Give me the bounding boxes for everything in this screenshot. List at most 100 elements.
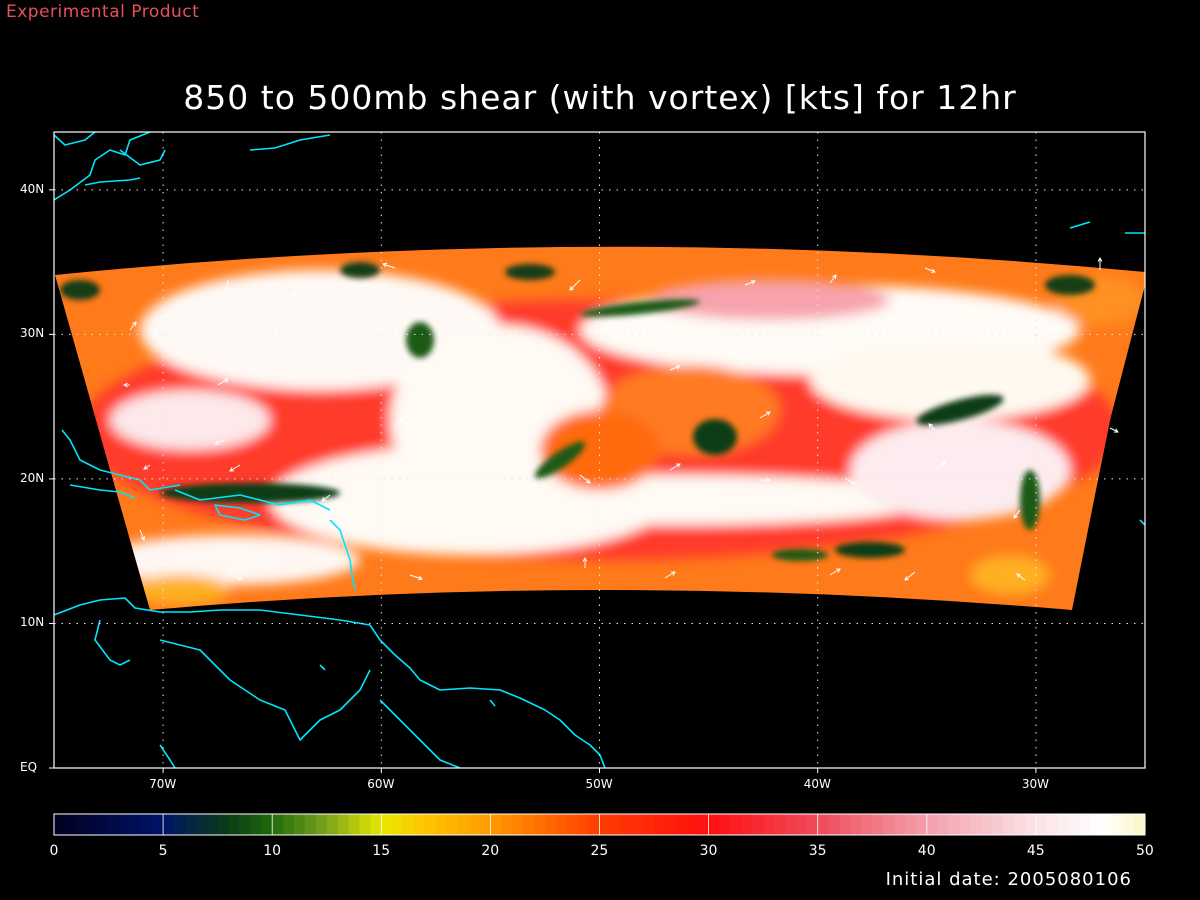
colorbar-swatch (981, 814, 993, 835)
colorbar-swatch (828, 814, 841, 835)
colorbar-swatch (457, 814, 470, 835)
colorbar-swatch (217, 814, 230, 835)
colorbar-swatch (479, 814, 491, 835)
wind-vector-arrow (1013, 509, 1021, 519)
colorbar-swatch (501, 814, 513, 835)
colorbar-tick-label: 0 (49, 843, 59, 859)
lon-tick-label: 50W (585, 777, 613, 791)
colorbar-swatch (904, 814, 917, 835)
colorbar-swatch (512, 814, 524, 835)
lon-tick-label: 60W (367, 777, 395, 791)
colorbar-swatch (926, 814, 939, 835)
colorbar-swatch (184, 814, 197, 835)
wind-vector-arrow (744, 280, 756, 286)
wind-vector-arrow (471, 458, 481, 466)
colorbar-tick-label: 30 (699, 843, 718, 859)
colorbar-swatch (1123, 814, 1135, 835)
colorbar-swatch (774, 814, 786, 835)
colorbar-swatch (806, 814, 819, 835)
lat-tick-label: EQ (20, 760, 38, 774)
colorbar-swatch (599, 814, 611, 835)
wind-vector-arrow (904, 571, 916, 581)
colorbar-swatch (1035, 814, 1048, 835)
wind-vector-arrow (829, 568, 841, 576)
colorbar-tick-label: 35 (808, 843, 827, 859)
colorbar-swatch (130, 814, 142, 835)
wind-vector-arrow (669, 365, 681, 371)
shear-field (55, 246, 1145, 610)
wind-vector-arrow (760, 477, 772, 483)
colorbar-swatch (414, 814, 426, 835)
wind-vector-arrow (214, 439, 226, 445)
colorbar-swatch (337, 814, 350, 835)
colorbar-swatch (566, 814, 579, 835)
colorbar-swatch (697, 814, 710, 835)
wind-vector-arrow (403, 376, 411, 386)
wind-vector-arrow (224, 279, 229, 294)
colorbar-swatch (1068, 814, 1081, 835)
wind-vector-arrow (759, 411, 771, 419)
colorbar-tick-label: 40 (917, 843, 936, 859)
colorbar-swatch (468, 814, 480, 835)
wind-vector-arrow (669, 463, 681, 471)
colorbar-swatch (534, 814, 546, 835)
colorbar-swatch (719, 814, 731, 835)
colorbar-swatch (1090, 814, 1102, 835)
colorbar-swatch (1024, 814, 1037, 835)
wind-vector-arrow (394, 418, 404, 426)
initial-date: Initial date: 2005080106 (885, 869, 1132, 890)
colorbar-swatch (261, 814, 273, 835)
wind-vector-arrow (129, 321, 137, 331)
colorbar-swatch (675, 814, 688, 835)
colorbar-tick-label: 15 (372, 843, 391, 859)
colorbar-tick-label: 45 (1026, 843, 1045, 859)
wind-vector-arrow (321, 494, 331, 502)
colorbar-tick-label: 10 (263, 843, 282, 859)
wind-vector-arrow (217, 378, 229, 386)
wind-vector-arrow (829, 274, 837, 284)
colorbar-swatch (108, 814, 120, 835)
lat-tick-label: 40N (20, 181, 45, 196)
colorbar-swatch (555, 814, 568, 835)
colorbar-swatch (348, 814, 360, 835)
colorbar-swatch (752, 814, 764, 835)
wind-vector-arrow (382, 262, 396, 269)
colorbar-swatch (632, 814, 644, 835)
colorbar-swatch (239, 814, 251, 835)
wind-vector-arrow (1097, 256, 1103, 270)
colorbar-swatch (763, 814, 775, 835)
colorbar-swatch (730, 814, 742, 835)
lon-tick-label: 70W (149, 777, 177, 791)
colorbar-swatch (490, 814, 502, 835)
wind-vector-arrow (229, 464, 241, 472)
colorbar-swatch (784, 814, 797, 835)
colorbar-swatch (872, 814, 884, 835)
colorbar-swatch (959, 814, 971, 835)
colorbar-swatch (381, 814, 393, 835)
colorbar-swatch (1101, 814, 1113, 835)
colorbar-swatch (435, 814, 448, 835)
wind-vector-arrow (1044, 378, 1054, 386)
colorbar-swatch (370, 814, 382, 835)
experimental-product-label: Experimental Product (6, 2, 200, 22)
colorbar-swatch (75, 814, 88, 835)
colorbar-tick-label: 25 (590, 843, 609, 859)
wind-vector-arrow (139, 529, 145, 541)
colorbar-swatch (304, 814, 317, 835)
colorbar-swatch (283, 814, 295, 835)
colorbar-swatch (119, 814, 131, 835)
colorbar-swatch (664, 814, 677, 835)
wind-vector-arrow (934, 461, 946, 471)
colorbar-tick-label: 50 (1136, 843, 1154, 859)
wind-vector-arrow (924, 267, 936, 273)
wind-vector-arrow (409, 574, 423, 581)
wind-vector-arrow (291, 289, 301, 297)
colorbar-swatch (294, 814, 306, 835)
colorbar-swatch (894, 814, 906, 835)
colorbar-swatch (174, 814, 186, 835)
colorbar-swatch (1046, 814, 1059, 835)
colorbar-swatch (795, 814, 808, 835)
colorbar-swatch (992, 814, 1004, 835)
colorbar-swatch (544, 814, 557, 835)
